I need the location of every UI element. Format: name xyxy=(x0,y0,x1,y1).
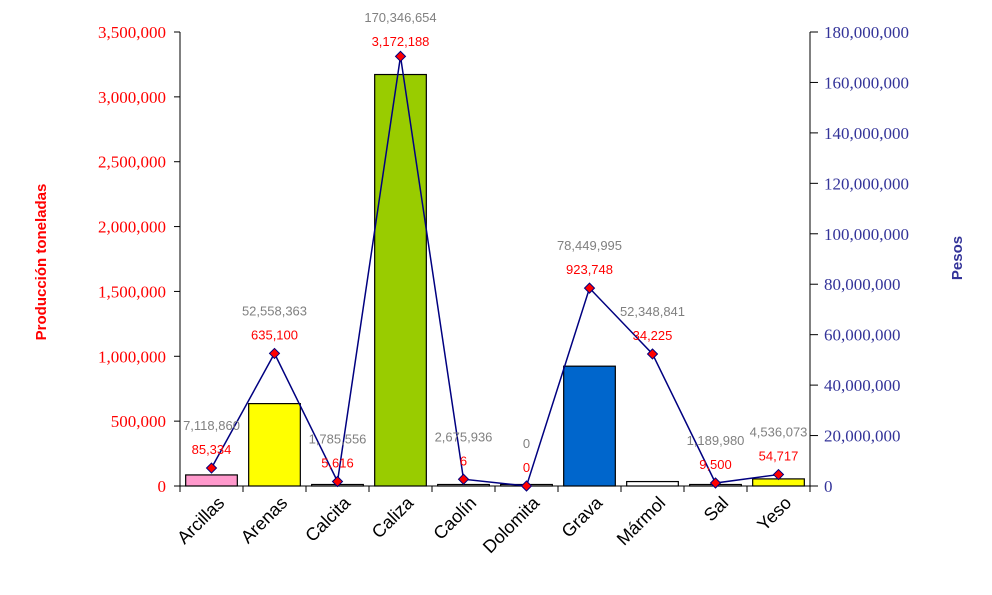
line-data-label: 1,189,980 xyxy=(687,433,745,448)
y-tick-label-right: 160,000,000 xyxy=(824,73,909,92)
bar-data-label: 9,500 xyxy=(699,457,732,472)
x-tick-label: Calcita xyxy=(301,492,355,546)
y-tick-label-right: 0 xyxy=(824,477,833,496)
line-data-label: 78,449,995 xyxy=(557,238,622,253)
y-tick-label-right: 180,000,000 xyxy=(824,23,909,42)
bars-group xyxy=(185,73,805,487)
y-tick-label-right: 60,000,000 xyxy=(824,326,901,345)
bar xyxy=(626,480,679,487)
bar-data-label: 635,100 xyxy=(251,327,298,342)
line-marker xyxy=(331,475,344,488)
y-tick-label-left: 1,000,000 xyxy=(98,347,166,366)
x-tick-label: Grava xyxy=(558,492,608,542)
line-data-label: 7,118,860 xyxy=(183,418,240,433)
bar xyxy=(248,403,301,487)
line-data-label: 52,348,841 xyxy=(620,304,685,319)
line-marker xyxy=(457,473,470,485)
x-tick-label: Caolín xyxy=(429,493,480,544)
y-tick-label-right: 120,000,000 xyxy=(824,174,909,193)
y-tick-label-left: 3,500,000 xyxy=(98,23,166,42)
line-data-label: 2,675,936 xyxy=(435,429,493,444)
bar-data-label: 6 xyxy=(460,453,467,468)
y-tick-label-right: 80,000,000 xyxy=(824,275,901,294)
line-marker xyxy=(772,468,785,481)
y-tick-label-right: 140,000,000 xyxy=(824,124,909,143)
line-data-label: 170,346,654 xyxy=(364,10,436,25)
y-tick-label-right: 40,000,000 xyxy=(824,376,901,395)
line-data-label: 52,558,363 xyxy=(242,303,307,318)
line-marker xyxy=(646,348,659,360)
x-tick-label: Sal xyxy=(700,493,733,526)
line-series-group xyxy=(205,50,785,492)
bar-data-label: 3,172,188 xyxy=(372,34,430,49)
y-tick-label-left: 0 xyxy=(158,477,167,496)
x-tick-label: Arcillas xyxy=(173,493,228,548)
line-marker xyxy=(520,480,533,492)
y-tick-label-right: 100,000,000 xyxy=(824,225,909,244)
data-labels-group: 7,118,860 52,558,363 1,785,556 170,346,654 2… xyxy=(183,10,807,475)
x-tick-label: Arenas xyxy=(237,493,291,547)
line-marker xyxy=(709,477,722,489)
x-tick-label: Dolomita xyxy=(479,492,544,557)
y-axis-title-right: Pesos xyxy=(949,236,966,280)
line-marker xyxy=(394,50,407,63)
line-data-label: 1,785,556 xyxy=(309,431,367,446)
y-tick-label-left: 2,500,000 xyxy=(98,153,166,172)
bar-data-label: 54,717 xyxy=(759,449,799,464)
line-marker xyxy=(205,462,218,474)
line-data-label: 0 xyxy=(523,436,530,451)
x-tick-label: Caliza xyxy=(368,492,418,542)
bar-data-label: 34,225 xyxy=(633,328,673,343)
y-tick-label-left: 1,500,000 xyxy=(98,282,166,301)
line-series-path xyxy=(210,56,779,487)
bar-data-label: 923,748 xyxy=(566,262,613,277)
line-marker xyxy=(583,282,596,294)
x-tick-label: Yeso xyxy=(753,493,795,535)
y-axis-title-left: Producción toneladas xyxy=(33,184,50,341)
bar xyxy=(563,365,616,487)
bar xyxy=(185,474,238,487)
bar-data-label: 0 xyxy=(523,460,530,475)
x-tick-label: Mármol xyxy=(613,493,670,550)
y-tick-label-left: 500,000 xyxy=(111,412,166,431)
y-tick-label-right: 20,000,000 xyxy=(824,427,901,446)
bar xyxy=(374,73,427,487)
line-marker xyxy=(268,347,281,360)
y-tick-label-left: 2,000,000 xyxy=(98,218,166,237)
y-tick-label-left: 3,000,000 xyxy=(98,88,166,107)
bar-data-label: 85,334 xyxy=(192,442,232,457)
bar-data-label: 5,616 xyxy=(321,455,354,470)
line-data-label: 4,536,073 xyxy=(750,425,808,440)
